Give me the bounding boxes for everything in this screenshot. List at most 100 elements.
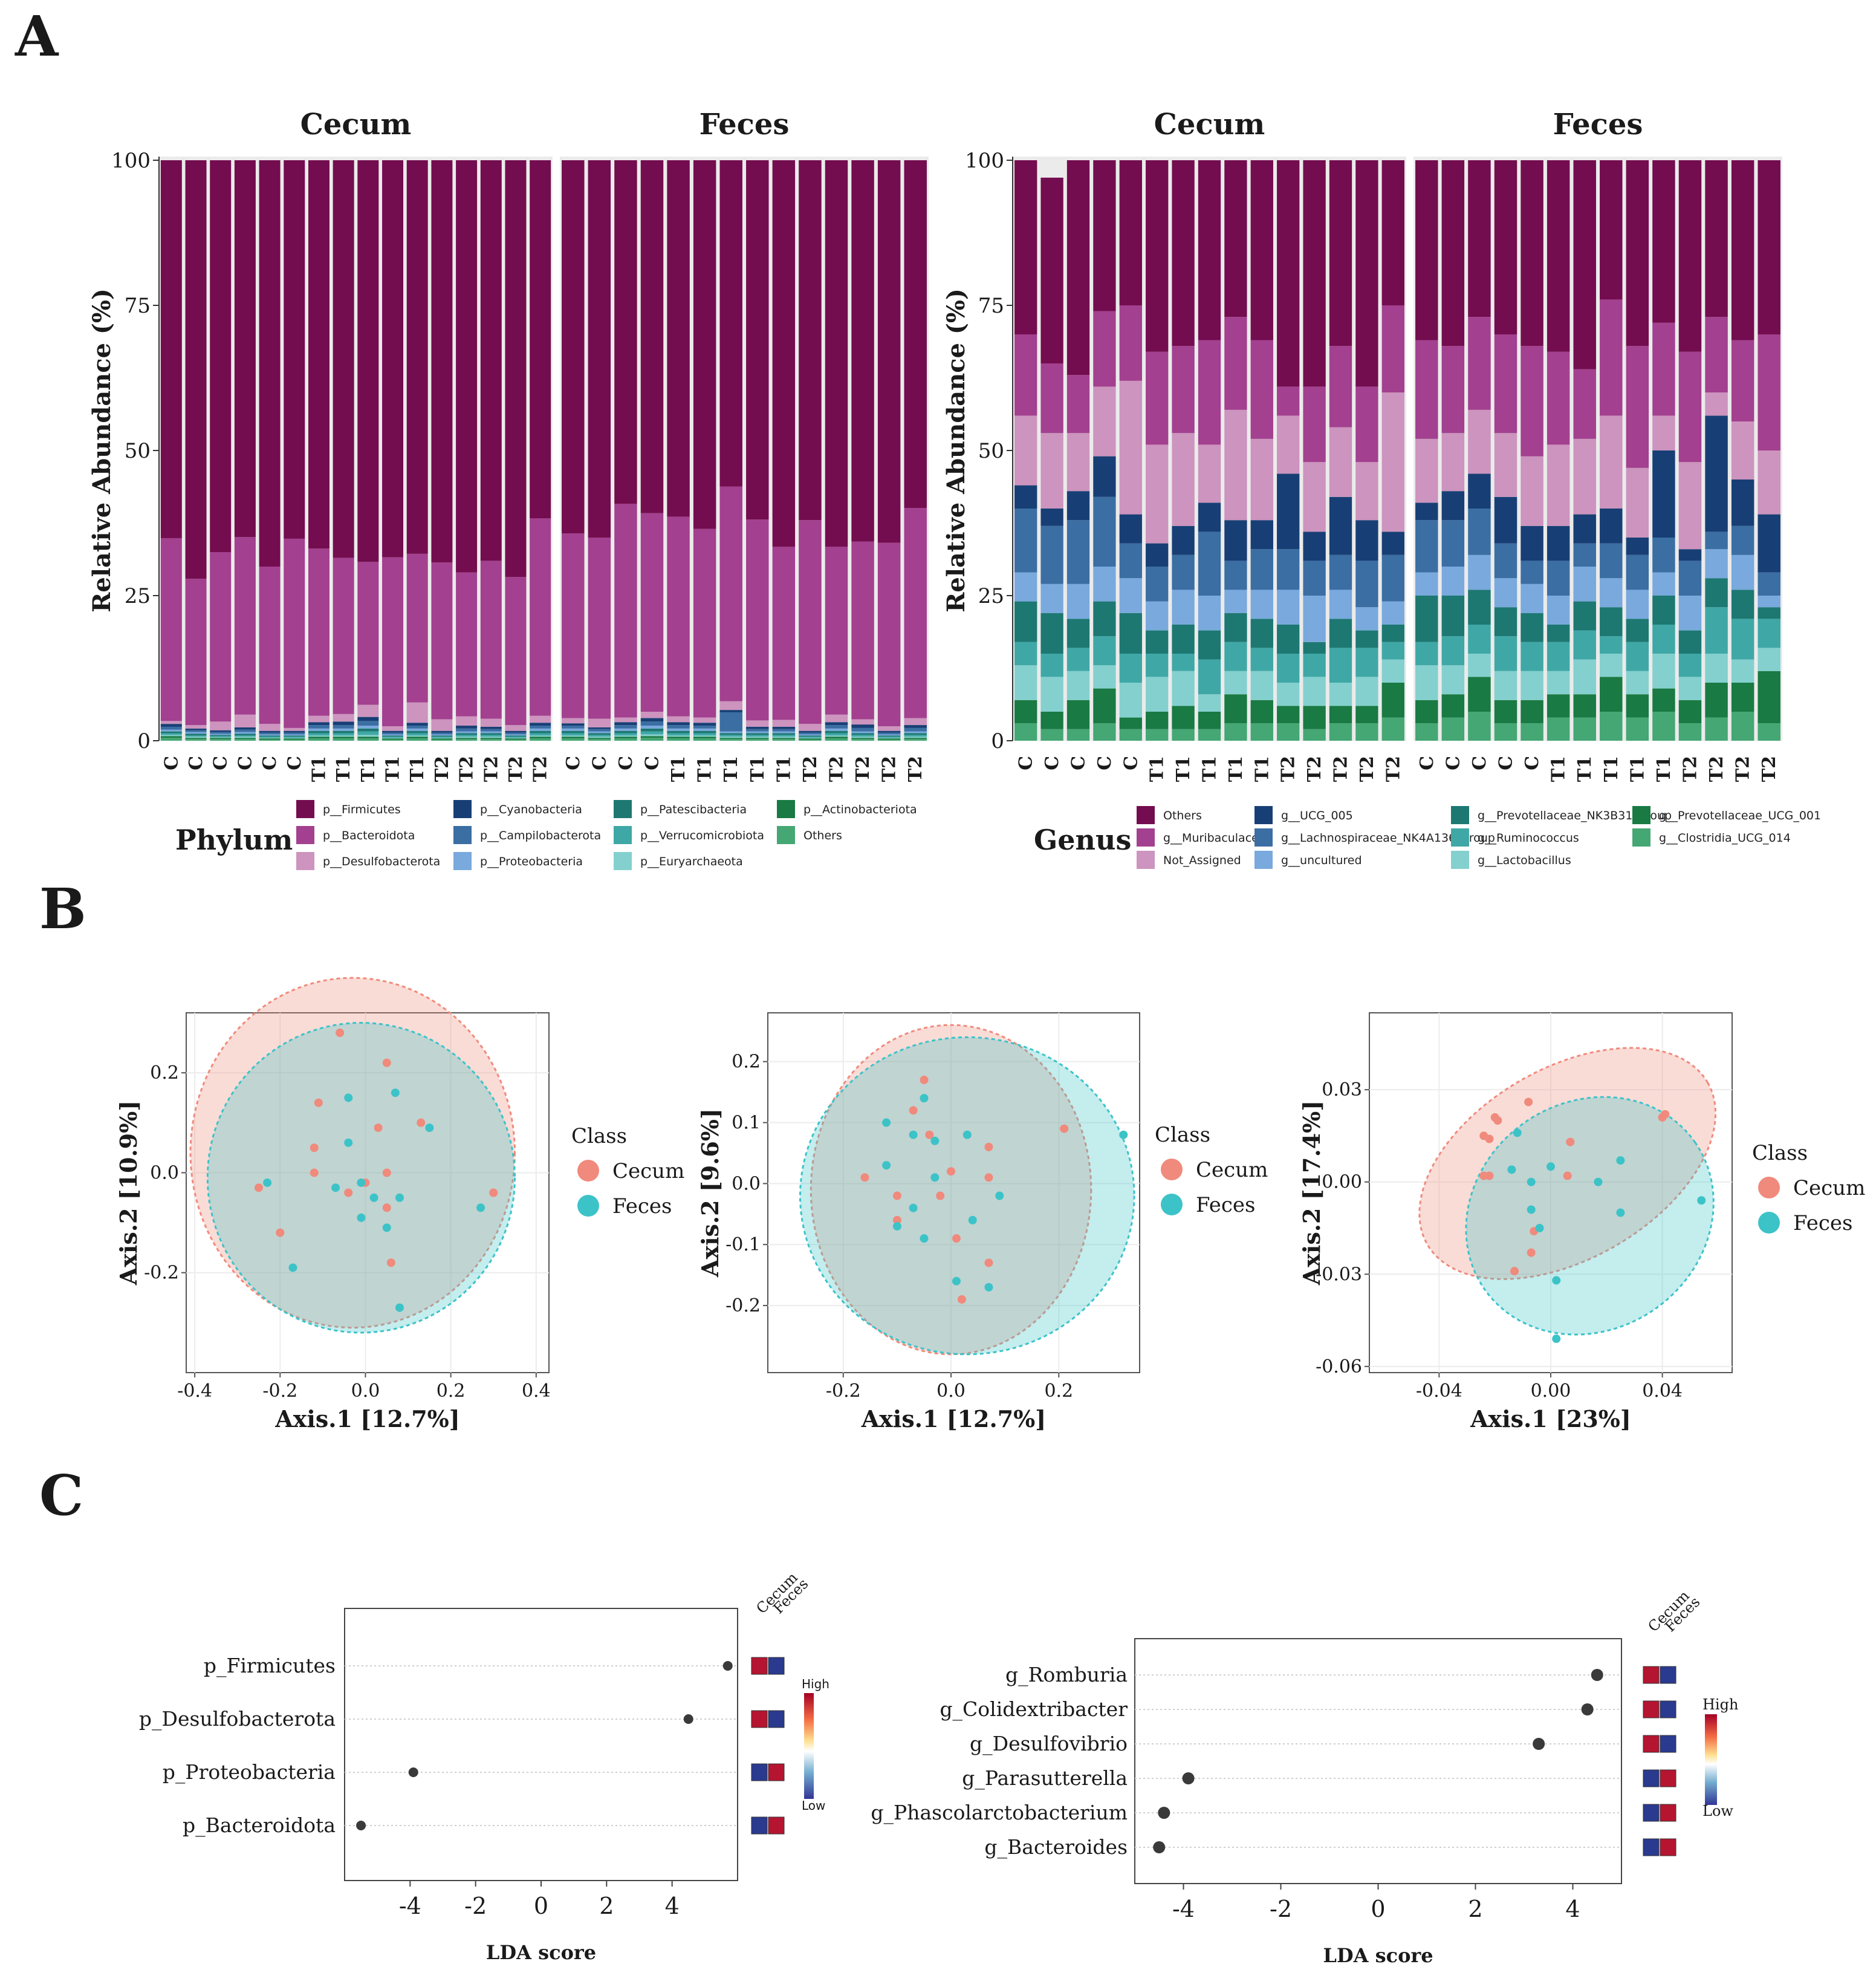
bar-segment [825,728,848,731]
bar-segment [1415,160,1438,340]
bar-segment [588,736,611,738]
y-tick-label: 0 [137,729,151,753]
sample-label: C [589,756,610,770]
bar-segment [1329,346,1352,428]
bar-segment [746,738,769,740]
x-tick-label: 2 [599,1893,614,1919]
bar-segment [562,718,585,724]
bar-segment [1381,683,1404,718]
bar-segment [693,726,716,729]
legend-swatch [453,826,472,844]
bar-segment [1678,561,1702,596]
bar-segment [1198,659,1221,695]
bar-segment [234,537,256,715]
bar-segment [357,735,379,737]
legend-item: g__Prevotellaceae_UCG_001 [1659,809,1821,822]
bar-segment [772,736,796,738]
bar-segment [772,733,796,735]
sample-label: C [186,756,207,770]
bar-segment [1250,671,1273,700]
bar-segment [825,722,848,726]
data-point-cecum [947,1167,956,1176]
heatmap-cell [1643,1735,1660,1753]
facet-title: Feces [699,108,790,141]
bar-segment [1626,642,1649,671]
sample-label: T1 [695,756,716,782]
sample-label: T2 [1759,756,1780,782]
bar-segment [333,735,354,737]
heatmap-cell [768,1816,785,1835]
bar-segment [1355,648,1378,677]
y-tick-label: 0.2 [150,1062,179,1084]
bar-segment [667,728,690,731]
bar-segment [1468,712,1491,741]
pcoa-plots: -0.4 -0.2 0.0 0.2 0.4 -0.2 0.0 0.2 Axis.1 [12.7%… [115,977,1865,1432]
bar-segment [588,738,611,740]
data-point-cecum [892,1215,901,1224]
bar-segment [1303,677,1326,706]
bar-segment [1600,636,1623,654]
bar-segment [1652,688,1675,712]
sample-label: C [161,756,182,770]
bar-segment [667,733,690,736]
bar-segment [877,736,901,738]
bar-segment [505,160,527,577]
bar-segment [1678,549,1702,561]
x-tick-label: 0.04 [1642,1380,1683,1402]
bar-segment [160,731,182,733]
legend-item: g__Clostridia_UCG_014 [1659,831,1791,845]
bar-segment [333,738,354,741]
bar-segment [1066,375,1090,434]
legend-genus: Genus Others g__Muribaculaceae Not_Assigned… [1034,806,1821,869]
bar-segment [1547,160,1570,352]
bar-segment [160,733,182,735]
bar-segment [1705,532,1728,550]
bar-segment [877,734,901,736]
lda-score-point [683,1714,693,1724]
sample-label: T2 [826,756,848,782]
legend-marker [1161,1194,1183,1215]
legend-swatch [296,852,314,870]
bar-segment [1040,584,1063,613]
bar-segment [667,738,690,741]
bar-segment [456,738,478,740]
x-tick-label: 0.2 [437,1380,466,1402]
bar-segment [185,738,207,740]
legend-title: Class [1155,1123,1210,1147]
bar-segment [1441,596,1465,637]
bar-segment [185,732,207,734]
bar-segment [284,736,305,738]
sample-label: T2 [456,756,478,782]
x-tick-label: -0.2 [826,1380,861,1402]
bar-segment [1600,299,1623,416]
bar-segment [640,734,664,736]
bar-segment [1277,160,1300,387]
bar-segment [1040,525,1063,584]
bar-segment [1600,160,1623,300]
bar-segment [185,730,207,732]
bar-segment [1172,554,1195,590]
bar-segment [210,733,232,735]
bar-segment [1198,160,1221,340]
y-axis-title: Relative Abundance (%) [942,288,970,613]
bar-segment [799,160,822,521]
heatmap-cell [1643,1666,1660,1684]
bar-segment [1250,549,1273,590]
bar-segment [480,739,502,741]
bar-segment [1277,683,1300,706]
bar-segment [1415,596,1438,642]
colorbar-low-label: Low [802,1798,825,1813]
bar-segment [1277,706,1300,724]
bar-segment [851,733,874,735]
x-tick-label: 4 [665,1893,680,1919]
bar-segment [746,720,769,727]
bar-segment [614,717,637,723]
facet-title: Feces [1553,108,1643,141]
bar-segment [1494,700,1517,724]
y-tick-label: -0.03 [1316,1264,1362,1285]
bar-segment [210,160,232,552]
legend-item: g__Muribaculaceae [1163,831,1273,845]
bar-segment [1250,700,1273,724]
bar-segment [1678,462,1702,550]
bar-segment [1626,346,1649,468]
